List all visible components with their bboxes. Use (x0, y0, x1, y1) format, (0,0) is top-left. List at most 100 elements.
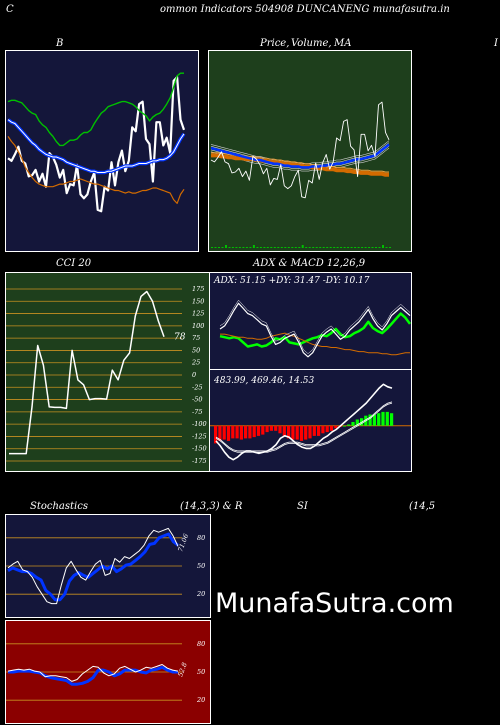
volume-bar (266, 247, 269, 248)
volume-bar (375, 247, 377, 248)
volume-bar (263, 247, 266, 248)
rsi-chart: 80 50 20 52.8 (6, 640, 205, 704)
rsi-last-label: 52.8 (176, 661, 188, 677)
bollinger-title: B (56, 38, 64, 49)
macd-histogram-bar (295, 425, 299, 440)
volume-bar (385, 247, 388, 248)
volume-bar (284, 247, 287, 248)
macd-histogram-bar (385, 411, 389, 426)
macd-histogram-bar (278, 425, 282, 434)
adx-series-1 (220, 332, 410, 356)
cci-tick-label: -25 (192, 383, 202, 391)
cci-series (9, 290, 165, 455)
stochastics-tick-label: 50 (197, 562, 205, 570)
adx-chart: ADX: 51.15 +DY: 31.47 -DY: 10.17 (213, 276, 411, 358)
macd-histogram-bar (252, 425, 256, 438)
price-title-right: I (494, 38, 498, 49)
volume-bar (333, 247, 336, 248)
macd-histogram-bar (235, 425, 239, 439)
volume-bar (294, 247, 297, 248)
macd-histogram-bar (347, 424, 351, 426)
adx-series-shadow (219, 299, 411, 354)
header-left: C (6, 4, 14, 15)
stochastics-series-0 (7, 532, 179, 602)
rsi-tick-label: 50 (197, 668, 205, 676)
macd-panel: 483.99, 469.46, 14.53 (209, 369, 412, 472)
price-volume-chart (210, 101, 391, 248)
macd-histogram-bar (329, 425, 334, 431)
macd-histogram-bar (355, 419, 359, 426)
volume-bar (280, 247, 283, 248)
cci-title: CCI 20 (56, 258, 92, 269)
stochastics-last-label: 71.06 (176, 533, 190, 553)
cci-tick-label: 0 (192, 371, 196, 379)
cci-tick-label: 175 (192, 285, 204, 293)
rsi-tick-label: 80 (197, 640, 205, 648)
macd-series-2 (215, 401, 393, 452)
bollinger-series-0 (7, 76, 186, 213)
macd-histogram-bar (291, 425, 295, 440)
volume-bar (305, 247, 308, 248)
bollinger-panel (5, 50, 199, 252)
macd-histogram-bar (218, 425, 222, 441)
macd-histogram-bar (334, 425, 338, 429)
volume-bar (343, 247, 346, 248)
macd-histogram-bar (274, 425, 278, 431)
volume-bar (319, 247, 322, 248)
watermark: MunafaSutra.com (215, 588, 454, 619)
cci-tick-label: -125 (192, 432, 207, 440)
volume-bar (221, 247, 224, 248)
cci-tick-label: -75 (192, 408, 202, 416)
macd-series-0 (215, 383, 393, 461)
cci-tick-label: -50 (192, 396, 202, 404)
volume-bar (312, 247, 315, 248)
volume-bar (225, 245, 227, 248)
volume-bar (326, 247, 329, 248)
adx-series-2 (219, 302, 411, 358)
volume-bar (277, 247, 280, 248)
volume-bar (329, 247, 332, 248)
stochastics-tick-label: 80 (197, 534, 205, 542)
macd-values-text: 483.99, 469.46, 14.53 (213, 376, 314, 386)
macd-histogram-bar (248, 425, 252, 439)
macd-histogram-bar (321, 425, 325, 434)
volume-bar (364, 247, 367, 248)
volume-bar (315, 247, 318, 248)
volume-bar (291, 247, 294, 248)
volume-bar (238, 247, 241, 248)
price-title-c: MA (334, 38, 352, 49)
stoch-title-a: Stochastics (30, 501, 88, 512)
volume-bar (228, 247, 231, 248)
volume-bar (361, 247, 364, 248)
volume-bar (259, 247, 262, 248)
volume-bar (378, 247, 381, 248)
volume-bar (340, 247, 343, 248)
macd-histogram-bar (214, 425, 218, 444)
cci-tick-label: -150 (192, 445, 207, 453)
volume-bar (235, 247, 238, 248)
volume-bar (308, 247, 311, 248)
macd-histogram-bar (299, 425, 304, 441)
volume-bar (382, 245, 384, 248)
cci-last-label: 78 (174, 333, 186, 343)
macd-histogram-bar (265, 425, 269, 433)
stoch-title-c: SI (297, 501, 308, 512)
macd-histogram-bar (372, 414, 376, 426)
macd-histogram-bar (317, 425, 321, 436)
cci-chart: 175 150 125 100 75 50 25 0 -25 -50 -75 -100 -125 -150… (6, 285, 207, 465)
stochastics-panel: 80 50 20 71.06 (5, 514, 211, 618)
volume-bar (350, 247, 353, 248)
rsi-series-0 (8, 665, 178, 686)
cci-tick-label: -100 (192, 420, 207, 428)
macd-series-1 (215, 402, 393, 453)
cci-tick-label: -175 (192, 457, 207, 465)
volume-bar (270, 247, 273, 248)
volume-bar (347, 247, 350, 248)
volume-bar (357, 247, 360, 248)
macd-histogram-bar (381, 411, 385, 426)
rsi-series-1 (7, 664, 179, 682)
volume-bar (249, 247, 252, 248)
macd-histogram-bar (222, 425, 226, 440)
macd-histogram-bar (368, 414, 372, 426)
volume-bar (389, 247, 391, 248)
